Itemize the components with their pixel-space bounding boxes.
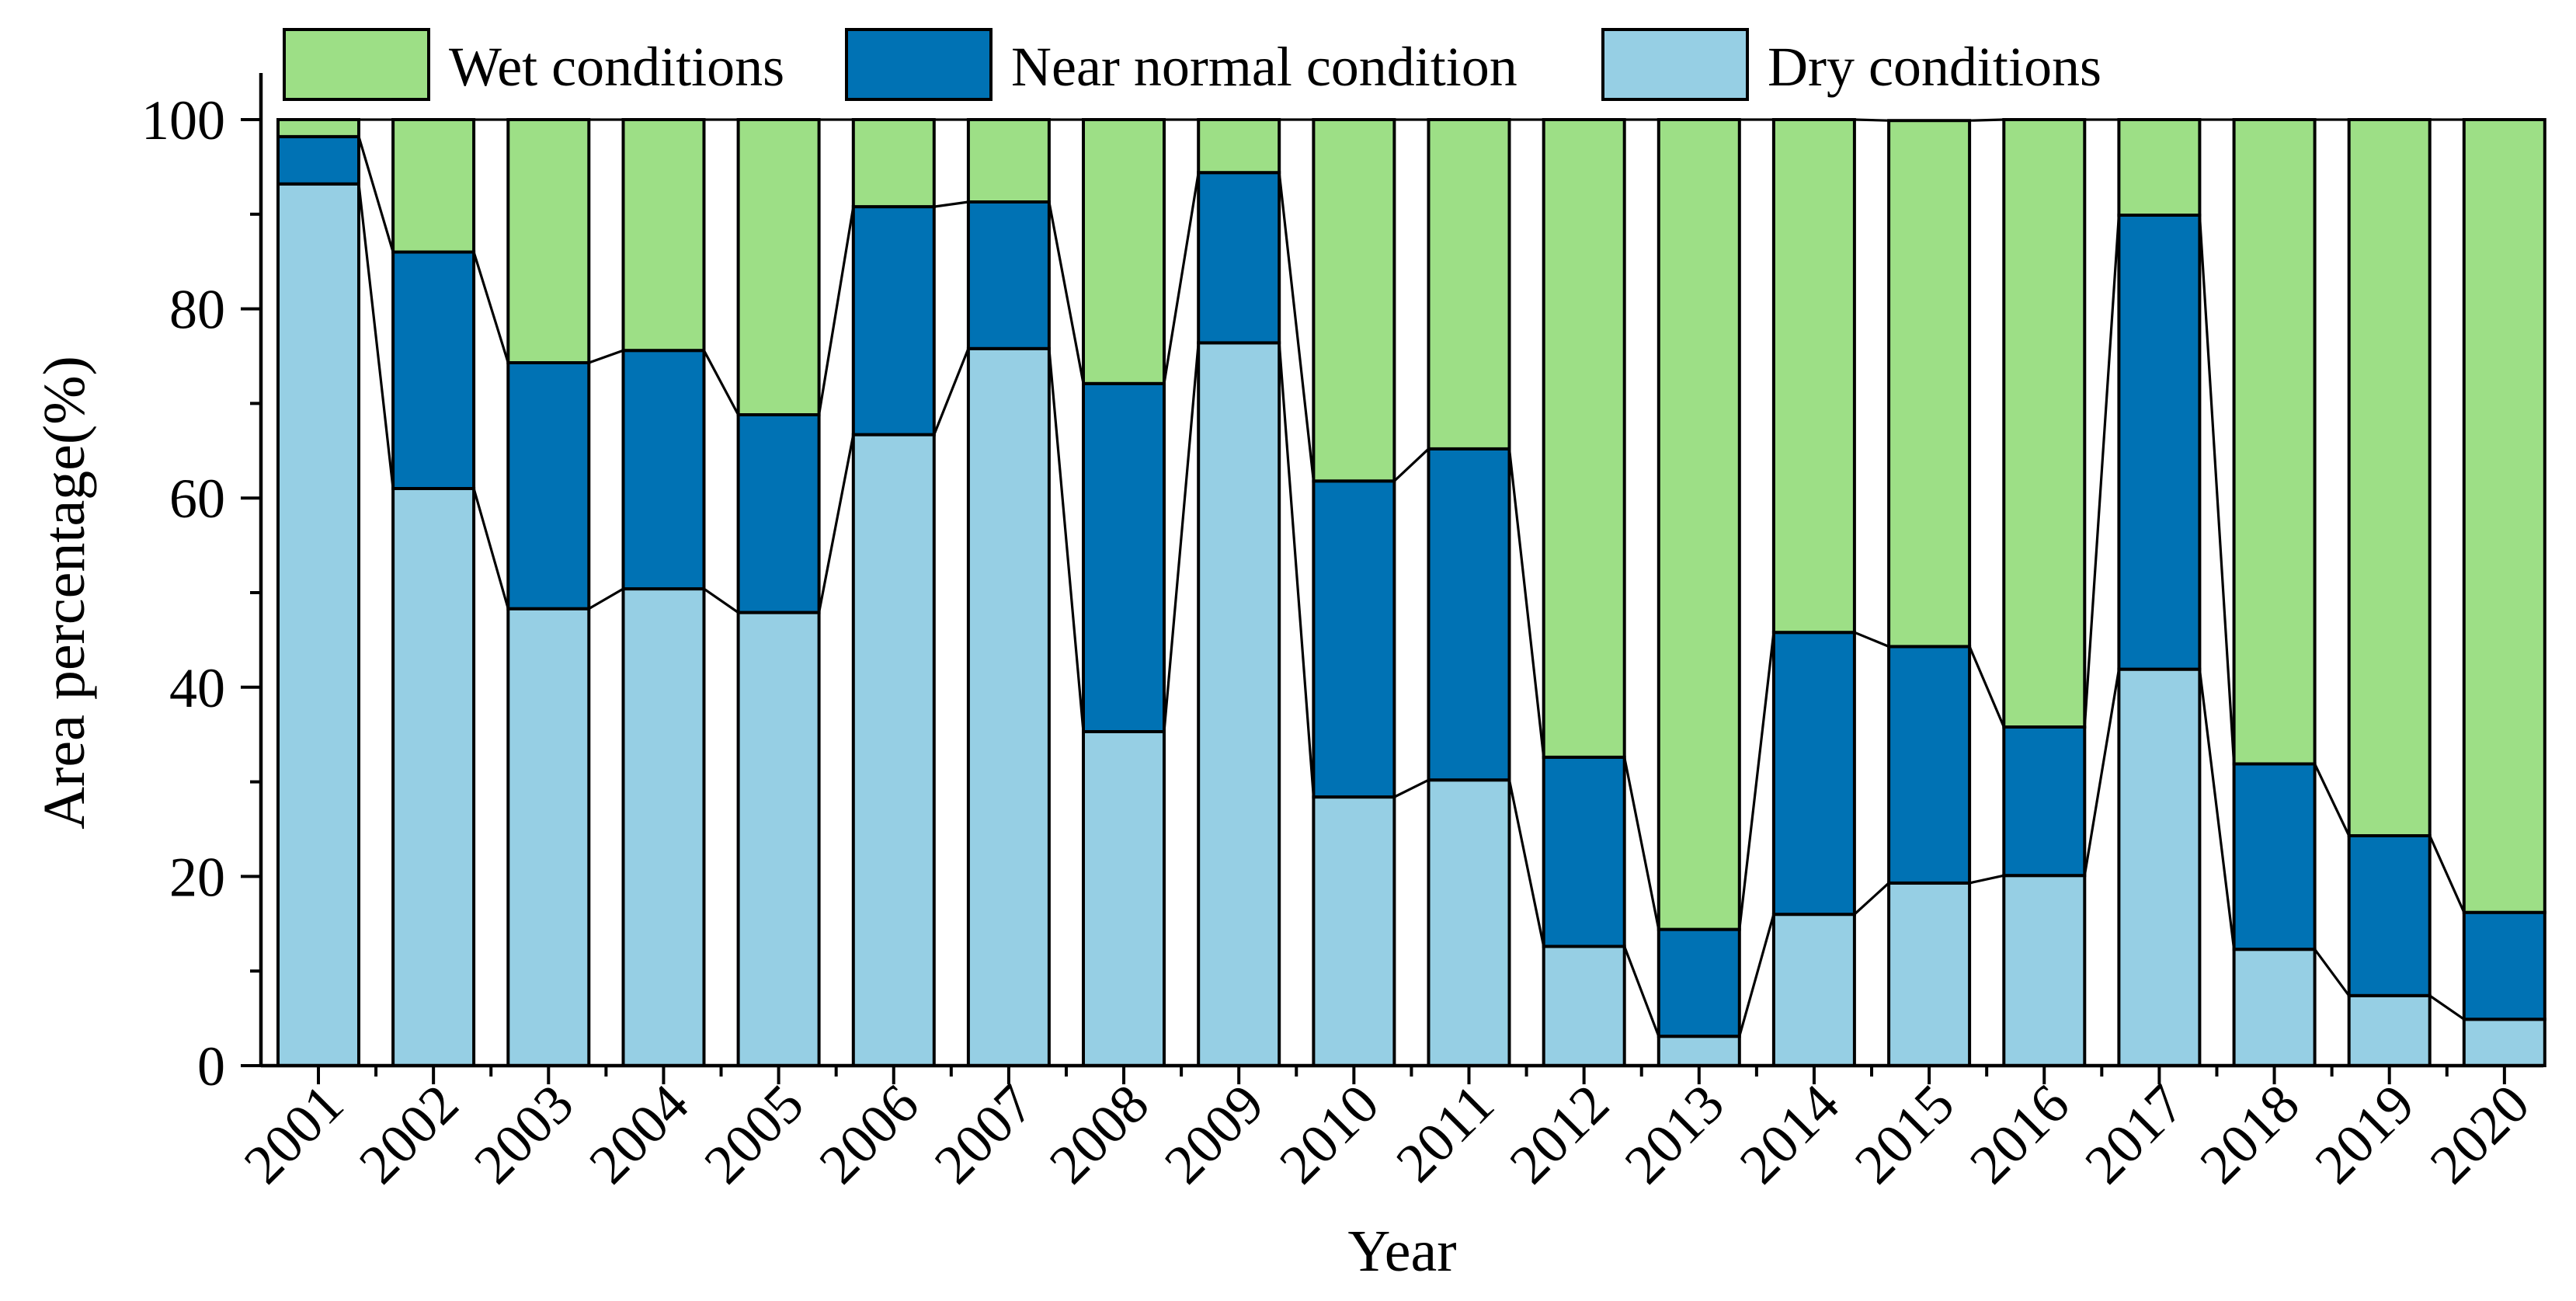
bar-dry-conditions-2011 bbox=[1427, 778, 1511, 1067]
bar-dry-conditions-2002 bbox=[391, 487, 476, 1067]
x-tick-label: 2012 bbox=[1498, 1073, 1621, 1195]
y-tick-label: 60 bbox=[169, 468, 225, 530]
x-tick-label: 2004 bbox=[577, 1073, 700, 1195]
connector-line-near-normal-condition bbox=[278, 135, 2545, 931]
bar-wet-conditions-2020 bbox=[2462, 118, 2546, 914]
bar-dry-conditions-2004 bbox=[621, 587, 706, 1067]
x-tick-label: 2013 bbox=[1613, 1073, 1736, 1195]
x-tick-label: 2019 bbox=[2303, 1073, 2426, 1195]
bar-wet-conditions-2006 bbox=[851, 118, 936, 209]
x-tick-label: 2014 bbox=[1728, 1073, 1851, 1195]
bar-dry-conditions-2001 bbox=[276, 182, 360, 1067]
bar-dry-conditions-2006 bbox=[851, 433, 936, 1067]
x-tick-label: 2007 bbox=[923, 1073, 1045, 1195]
bar-dry-conditions-2007 bbox=[966, 346, 1051, 1067]
x-tick-label: 2016 bbox=[1958, 1073, 2081, 1195]
x-tick-label: 2011 bbox=[1384, 1073, 1506, 1195]
bar-near-normal-condition-2012 bbox=[1542, 755, 1626, 948]
bar-near-normal-condition-2019 bbox=[2347, 834, 2432, 997]
legend-label-dry-conditions: Dry conditions bbox=[1768, 36, 2101, 98]
x-tick-label: 2008 bbox=[1038, 1073, 1160, 1195]
bar-dry-conditions-2015 bbox=[1887, 881, 1972, 1068]
bar-dry-conditions-2013 bbox=[1656, 1035, 1741, 1067]
x-tick-label: 2015 bbox=[1843, 1073, 1966, 1195]
bar-wet-conditions-2001 bbox=[276, 118, 360, 138]
bar-wet-conditions-2016 bbox=[2002, 118, 2087, 729]
x-tick-label: 2017 bbox=[2073, 1073, 2195, 1195]
bar-wet-conditions-2014 bbox=[1771, 118, 1856, 635]
bar-near-normal-condition-2006 bbox=[851, 205, 936, 437]
bar-dry-conditions-2020 bbox=[2462, 1017, 2546, 1068]
bar-wet-conditions-2002 bbox=[391, 118, 476, 254]
bar-wet-conditions-2008 bbox=[1082, 118, 1166, 385]
bar-dry-conditions-2010 bbox=[1312, 795, 1396, 1067]
bar-dry-conditions-2009 bbox=[1197, 341, 1281, 1067]
bar-dry-conditions-2019 bbox=[2347, 993, 2432, 1068]
legend-swatch-wet-conditions bbox=[283, 28, 430, 101]
x-tick-label: 2001 bbox=[232, 1073, 355, 1195]
bar-wet-conditions-2015 bbox=[1887, 119, 1972, 649]
bar-near-normal-condition-2005 bbox=[736, 413, 821, 614]
x-tick-label: 2005 bbox=[693, 1073, 815, 1195]
bar-near-normal-condition-2020 bbox=[2462, 910, 2546, 1021]
bar-wet-conditions-2005 bbox=[736, 118, 821, 416]
legend-label-near-normal-condition: Near normal condition bbox=[1011, 36, 1517, 98]
bar-near-normal-condition-2009 bbox=[1197, 171, 1281, 345]
bar-wet-conditions-2003 bbox=[506, 118, 591, 364]
bar-dry-conditions-2016 bbox=[2002, 874, 2087, 1067]
bar-dry-conditions-2014 bbox=[1771, 913, 1856, 1067]
bar-wet-conditions-2007 bbox=[966, 118, 1051, 203]
x-tick-label: 2009 bbox=[1152, 1073, 1275, 1195]
bar-dry-conditions-2017 bbox=[2117, 667, 2202, 1067]
y-tick-label: 100 bbox=[141, 89, 225, 151]
x-tick-label: 2002 bbox=[347, 1073, 470, 1195]
legend-swatch-near-normal-condition bbox=[845, 28, 993, 101]
legend-label-wet-conditions: Wet conditions bbox=[449, 36, 784, 98]
y-tick-label: 40 bbox=[169, 657, 225, 719]
bar-near-normal-condition-2015 bbox=[1887, 645, 1972, 885]
x-tick-label: 2018 bbox=[2188, 1073, 2310, 1195]
bar-near-normal-condition-2003 bbox=[506, 361, 591, 610]
bar-near-normal-condition-2001 bbox=[276, 134, 360, 186]
bar-near-normal-condition-2010 bbox=[1312, 479, 1396, 799]
bar-wet-conditions-2010 bbox=[1312, 118, 1396, 483]
x-tick-label: 2020 bbox=[2418, 1073, 2541, 1195]
bar-wet-conditions-2018 bbox=[2232, 118, 2317, 766]
bar-dry-conditions-2005 bbox=[736, 610, 821, 1067]
legend-swatch-dry-conditions bbox=[1601, 28, 1749, 101]
y-axis-title: Area percentage(%) bbox=[32, 356, 97, 830]
legend: Wet conditions Near normal condition Dry c… bbox=[283, 28, 2101, 101]
bar-near-normal-condition-2007 bbox=[966, 200, 1051, 350]
x-axis-title: Year bbox=[1347, 1219, 1456, 1284]
bar-wet-conditions-2013 bbox=[1656, 118, 1741, 931]
bar-wet-conditions-2009 bbox=[1197, 118, 1281, 175]
x-tick-label: 2010 bbox=[1267, 1073, 1390, 1195]
bar-wet-conditions-2004 bbox=[621, 118, 706, 353]
bar-dry-conditions-2003 bbox=[506, 607, 591, 1067]
bar-near-normal-condition-2013 bbox=[1656, 927, 1741, 1038]
x-tick-label: 2003 bbox=[462, 1073, 585, 1195]
bar-near-normal-condition-2004 bbox=[621, 349, 706, 591]
bar-dry-conditions-2012 bbox=[1542, 944, 1626, 1067]
bar-near-normal-condition-2014 bbox=[1771, 631, 1856, 917]
bar-near-normal-condition-2008 bbox=[1082, 381, 1166, 733]
y-tick-label: 20 bbox=[169, 846, 225, 908]
bar-wet-conditions-2017 bbox=[2117, 118, 2202, 217]
bar-wet-conditions-2011 bbox=[1427, 118, 1511, 450]
bar-near-normal-condition-2017 bbox=[2117, 214, 2202, 671]
connector-lines bbox=[278, 118, 2545, 1038]
bar-dry-conditions-2018 bbox=[2232, 948, 2317, 1067]
y-tick-label: 80 bbox=[169, 279, 225, 341]
bar-dry-conditions-2008 bbox=[1082, 730, 1166, 1067]
bar-near-normal-condition-2011 bbox=[1427, 447, 1511, 782]
bar-near-normal-condition-2002 bbox=[391, 250, 476, 490]
bar-near-normal-condition-2016 bbox=[2002, 725, 2087, 878]
x-tick-label: 2006 bbox=[808, 1073, 930, 1195]
y-tick-label: 0 bbox=[197, 1035, 225, 1098]
bar-wet-conditions-2019 bbox=[2347, 118, 2432, 837]
bars bbox=[276, 118, 2546, 1068]
bar-wet-conditions-2012 bbox=[1542, 118, 1626, 759]
bar-near-normal-condition-2018 bbox=[2232, 762, 2317, 951]
